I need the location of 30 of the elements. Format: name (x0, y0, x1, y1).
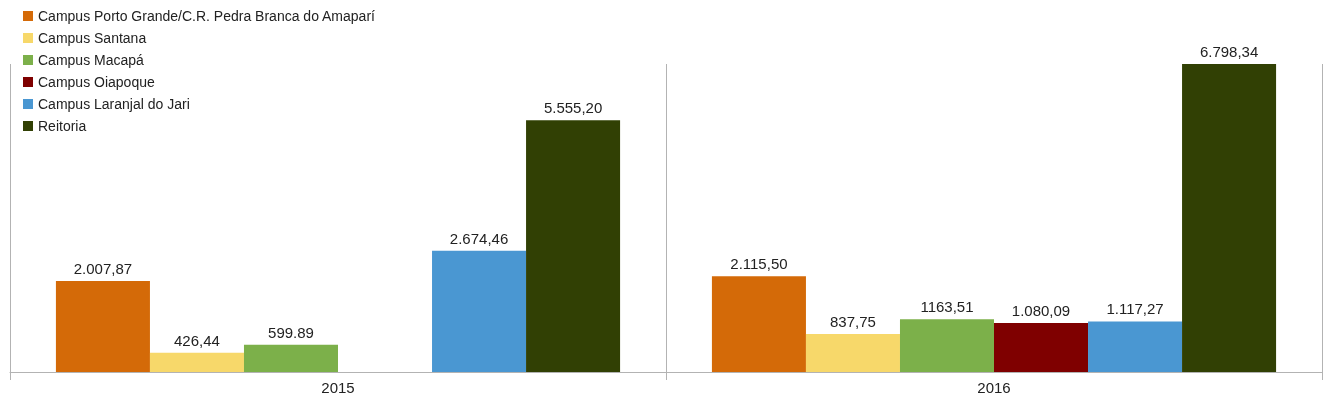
bar (1088, 321, 1183, 372)
bar (711, 276, 806, 372)
legend-label: Reitoria (38, 118, 87, 134)
data-label: 2.674,46 (449, 229, 509, 247)
legend-label: Campus Macapá (38, 52, 145, 68)
data-label: 599.89 (268, 323, 314, 341)
bar (55, 281, 150, 372)
data-label: 2.007,87 (73, 260, 133, 278)
data-label: 837,75 (830, 313, 876, 331)
bar (899, 319, 994, 372)
bar (526, 120, 621, 372)
data-label: 1.117,27 (1106, 300, 1164, 318)
data-label: 1163,51 (920, 298, 974, 316)
data-label: 426,44 (174, 331, 220, 349)
legend-label: Campus Laranjal do Jari (38, 96, 190, 112)
legend-label: Campus Santana (38, 30, 147, 46)
bar (805, 334, 900, 372)
bar (149, 352, 244, 372)
data-label: 1.080,09 (1011, 302, 1071, 320)
x-tick-label: 2016 (977, 379, 1011, 396)
data-label: 6.798,34 (1199, 43, 1259, 60)
data-label: 2.115,50 (730, 255, 788, 273)
legend-label: Campus Oiapoque (38, 74, 155, 90)
data-label: 5.555,20 (543, 99, 603, 117)
bar (243, 344, 338, 372)
legend-label: Campus Porto Grande/C.R. Pedra Branca do Amaparí (38, 8, 376, 24)
bar (994, 323, 1089, 372)
bar (432, 250, 527, 372)
x-tick-label: 2015 (321, 379, 355, 396)
bar (1182, 64, 1277, 372)
